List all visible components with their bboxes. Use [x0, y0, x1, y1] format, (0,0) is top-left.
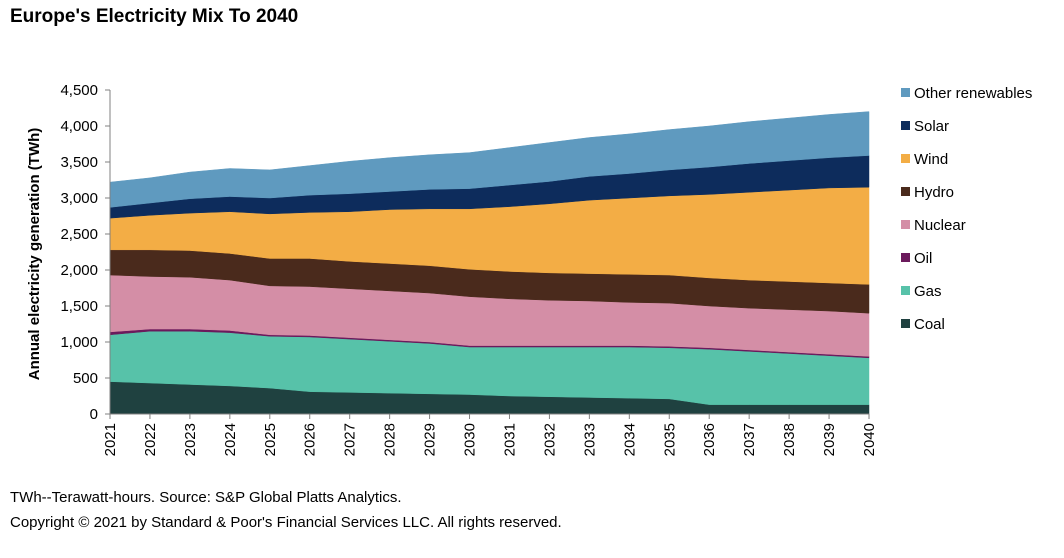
legend-label-oil: Oil [914, 250, 932, 267]
legend-swatch-other-renewables [901, 88, 910, 97]
legend-swatch-solar [901, 121, 910, 130]
x-tick-label: 2029 [422, 423, 439, 456]
source-note: TWh--Terawatt-hours. Source: S&P Global … [10, 489, 402, 506]
area-other-renewables [109, 111, 870, 208]
y-tick-label: 1,500 [60, 298, 98, 315]
y-tick-label: 500 [73, 370, 98, 387]
legend-label-hydro: Hydro [914, 184, 954, 201]
x-tick-label: 2040 [861, 423, 878, 456]
x-tick-label: 2027 [342, 423, 359, 456]
x-tick-label: 2031 [501, 423, 518, 456]
legend-swatch-coal [901, 319, 910, 328]
x-tick-label: 2033 [581, 423, 598, 456]
chart-title: Europe's Electricity Mix To 2040 [10, 6, 299, 27]
x-tick-label: 2032 [541, 423, 558, 456]
x-tick-label: 2035 [661, 423, 678, 456]
x-tick-label: 2024 [222, 423, 239, 456]
y-tick-label: 4,500 [60, 82, 98, 99]
y-tick-label: 1,000 [60, 334, 98, 351]
x-tick-label: 2037 [741, 423, 758, 456]
y-tick-label: 2,000 [60, 262, 98, 279]
legend-swatch-nuclear [901, 220, 910, 229]
legend-label-nuclear: Nuclear [914, 217, 966, 234]
legend-label-gas: Gas [914, 283, 942, 300]
legend: Other renewables Solar Wind Hydro Nuclear Oil… [901, 85, 1032, 333]
x-tick-label: 2026 [302, 423, 319, 456]
x-tick-label: 2028 [382, 423, 399, 456]
series-areas [109, 111, 870, 415]
y-tick-label: 0 [90, 406, 98, 423]
copyright-note: Copyright © 2021 by Standard & Poor's Fi… [10, 514, 562, 531]
y-axis-label: Annual electricity generation (TWh) [26, 128, 43, 381]
x-tick-label: 2022 [142, 423, 159, 456]
y-tick-label: 3,500 [60, 154, 98, 171]
x-tick-label: 2023 [182, 423, 199, 456]
legend-swatch-oil [901, 253, 910, 262]
legend-label-wind: Wind [914, 151, 948, 168]
x-tick-label: 2039 [821, 423, 838, 456]
legend-label-other-renewables: Other renewables [914, 85, 1032, 102]
legend-swatch-hydro [901, 187, 910, 196]
y-tick-label: 3,000 [60, 190, 98, 207]
axes: 0 500 1,000 1,500 2,000 2,500 3,000 3,500 4,000 4… [26, 82, 878, 456]
y-tick-label: 4,000 [60, 118, 98, 135]
y-tick-label: 2,500 [60, 226, 98, 243]
x-tick-label: 2036 [701, 423, 718, 456]
legend-label-coal: Coal [914, 316, 945, 333]
legend-swatch-gas [901, 286, 910, 295]
legend-label-solar: Solar [914, 118, 949, 135]
x-tick-label: 2025 [262, 423, 279, 456]
legend-swatch-wind [901, 154, 910, 163]
x-tick-label: 2034 [621, 423, 638, 456]
x-tick-label: 2021 [102, 423, 119, 456]
x-tick-label: 2030 [462, 423, 479, 456]
x-tick-label: 2038 [781, 423, 798, 456]
